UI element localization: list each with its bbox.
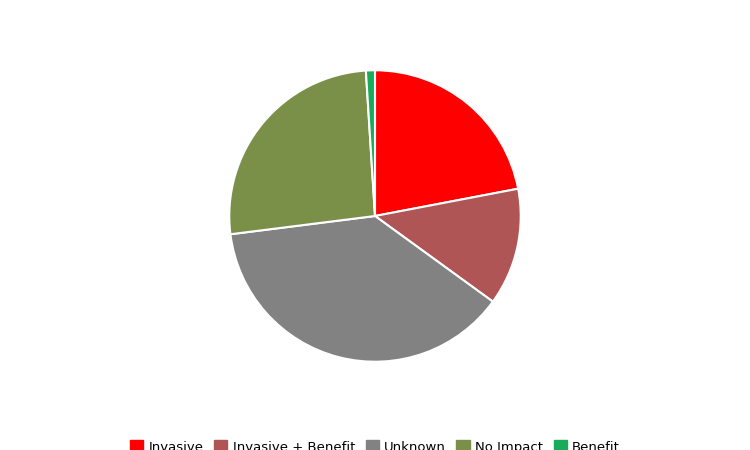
Legend: Invasive, Invasive + Benefit, Unknown, No Impact, Benefit: Invasive, Invasive + Benefit, Unknown, N… [124, 435, 626, 450]
Wedge shape [230, 216, 493, 362]
Wedge shape [375, 189, 520, 302]
Wedge shape [230, 71, 375, 234]
Wedge shape [375, 70, 518, 216]
Wedge shape [366, 70, 375, 216]
